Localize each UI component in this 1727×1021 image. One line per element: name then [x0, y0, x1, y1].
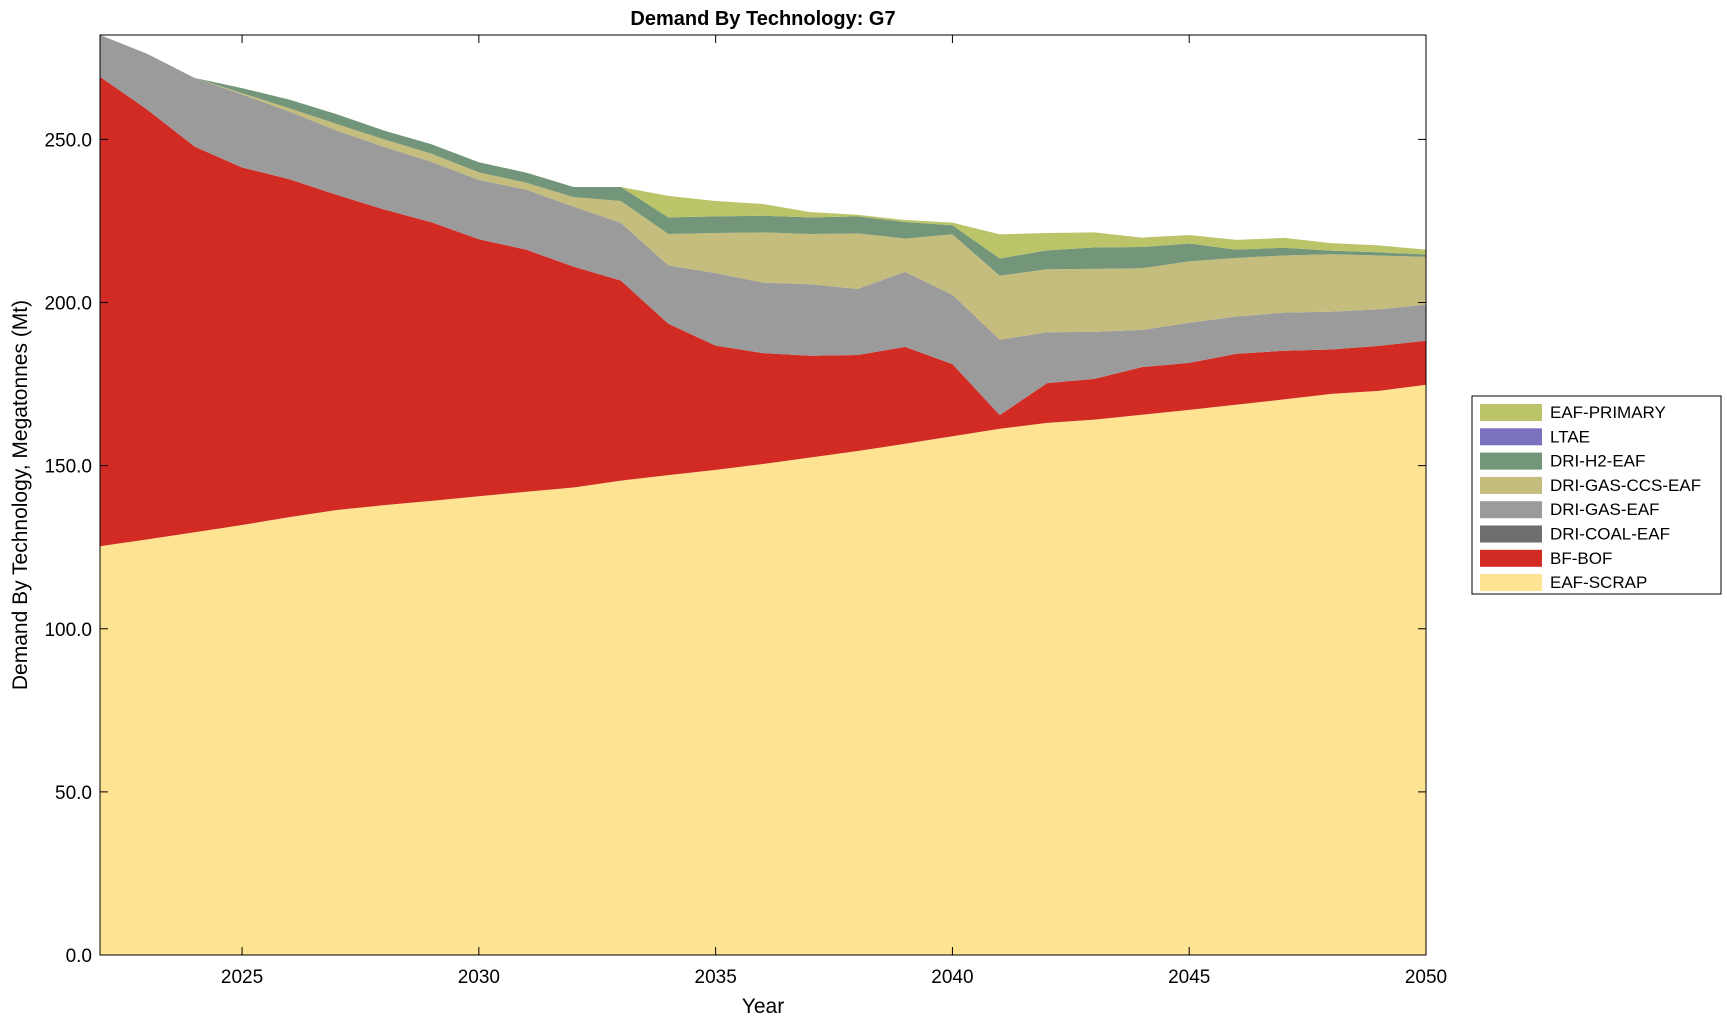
- legend-label: EAF-PRIMARY: [1550, 403, 1666, 422]
- legend-swatch: [1480, 501, 1542, 519]
- y-tick-label: 50.0: [55, 783, 92, 804]
- x-axis-label: Year: [742, 995, 784, 1018]
- y-tick-label: 150.0: [44, 457, 92, 478]
- area-layers: [100, 35, 1426, 956]
- y-axis: 0.0 50.0 100.0 150.0 200.0 250.0: [44, 130, 1426, 967]
- legend-label: DRI-H2-EAF: [1550, 452, 1645, 471]
- legend-swatch: [1480, 574, 1542, 592]
- legend-swatch: [1480, 428, 1542, 446]
- legend-label: DRI-COAL-EAF: [1550, 525, 1670, 544]
- chart-title: Demand By Technology: G7: [630, 8, 895, 30]
- area-dri-gas-ccs-eaf: [100, 35, 1426, 340]
- legend-label: BF-BOF: [1550, 549, 1612, 568]
- plot-frame: [99, 34, 1427, 956]
- y-tick-label: 0.0: [66, 946, 92, 967]
- x-axis: 2025 2030 2035 2040 2045 2050: [221, 35, 1447, 988]
- y-axis-label: Demand By Technology, Megatonnes (Mt): [9, 300, 32, 690]
- y-tick-label: 250.0: [44, 130, 92, 151]
- x-tick-label: 2040: [931, 967, 973, 988]
- legend-swatch: [1480, 404, 1542, 421]
- legend-swatch: [1480, 549, 1542, 567]
- area-bf-bof: [100, 76, 1426, 547]
- y-tick-label: 100.0: [44, 620, 92, 641]
- area-eaf-scrap: [100, 384, 1426, 956]
- legend-swatch: [1480, 525, 1542, 543]
- legend-label: EAF-SCRAP: [1550, 573, 1647, 592]
- legend-swatch: [1480, 476, 1542, 494]
- x-tick-label: 2045: [1168, 967, 1210, 988]
- x-tick-label: 2050: [1405, 967, 1447, 988]
- legend-label: DRI-GAS-EAF: [1550, 500, 1660, 519]
- y-tick-label: 200.0: [44, 294, 92, 315]
- legend: EAF-PRIMARY LTAE DRI-H2-EAF DRI-GAS-CCS-EAF…: [1471, 395, 1722, 595]
- x-tick-label: 2025: [221, 967, 263, 988]
- x-tick-label: 2035: [695, 967, 737, 988]
- area-dri-h2-eaf: [100, 35, 1426, 276]
- legend-swatch: [1480, 452, 1542, 470]
- legend-label: LTAE: [1550, 427, 1590, 446]
- area-eaf-primary: [100, 35, 1426, 259]
- area-dri-gas-eaf: [100, 35, 1426, 416]
- legend-label: DRI-GAS-CCS-EAF: [1550, 476, 1701, 495]
- x-tick-label: 2030: [458, 967, 500, 988]
